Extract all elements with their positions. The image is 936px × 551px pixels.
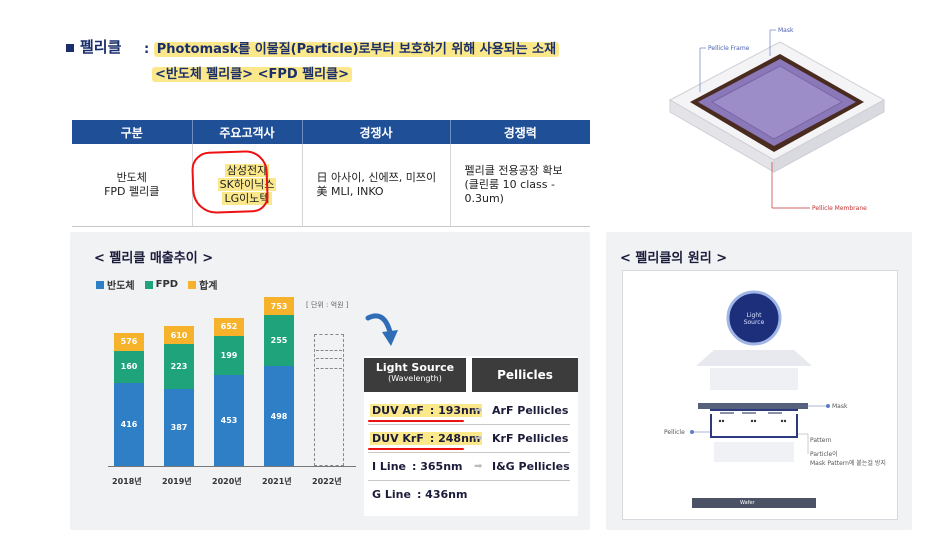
th-customers: 주요고객사 — [192, 120, 303, 144]
principle-mask-label: Mask — [832, 403, 848, 410]
sales-legend: 반도체 FPD 합계 — [96, 277, 217, 292]
customer-sk-hynix: SK하이닉스 — [217, 177, 277, 191]
light-source-subtitle: (Wavelength) — [388, 374, 442, 383]
light-source-name: DUV ArF — [372, 404, 424, 417]
category-fpd: FPD 펠리클 — [104, 184, 160, 198]
page-title: 펠리클 — [80, 38, 122, 56]
legend-total-label: 합계 — [199, 281, 218, 292]
principle-particle-line-1: Particle이 — [810, 451, 838, 458]
strength-cleanroom: (클린룸 10 class - 0.3um) — [464, 177, 555, 205]
light-source-name: G Line — [372, 488, 411, 501]
light-source-separator — [368, 452, 570, 453]
cell-competitors: 日 아사이, 신에쯔, 미쯔이 美 MLI, INKO — [302, 144, 451, 227]
light-source-value: : 193nm — [429, 404, 481, 417]
sales-title: < 펠리클 매출추이 > — [94, 251, 214, 266]
description-line-1: : Photomask를 이물질(Particle)로부터 보호하기 위해 사용… — [144, 38, 560, 57]
unit-label: [ 단위 : 억원 ] — [306, 301, 349, 309]
light-source-separator — [368, 424, 570, 425]
red-circle-annotation — [190, 149, 270, 215]
pellicle-type-2: I&G Pellicles — [492, 460, 570, 473]
light-source-value: : 248nm — [429, 432, 481, 445]
description-line-2: <반도체 펠리클> <FPD 펠리클> — [152, 63, 352, 82]
pellicle-3d-illustration — [668, 29, 886, 209]
legend-fpd-swatch — [144, 280, 153, 289]
cell-customers: 삼성전자 SK하이닉스 LG이노텍 — [192, 144, 303, 227]
legend-semi-swatch — [96, 280, 104, 289]
th-strength: 경쟁력 — [450, 120, 590, 144]
red-underline-annotation — [368, 420, 464, 422]
strength-factory: 펠리클 전용공장 확보 — [464, 163, 563, 177]
customer-samsung: 삼성전자 — [224, 163, 270, 177]
light-source-header: Light Source (Wavelength) — [364, 358, 466, 392]
principle-particle-line-2: Mask Pattern에 붙는걸 방지 — [810, 460, 886, 467]
light-source-name: I Line — [372, 460, 406, 473]
competitor-japan: 日 아사이, 신에쯔, 미쯔이 — [316, 170, 437, 184]
mask-label: Mask — [778, 27, 794, 34]
description-colon: : — [144, 42, 150, 57]
principle-pattern-label: Pattern — [810, 437, 832, 444]
pellicle-membrane-label: Pellicle Membrane — [812, 205, 867, 212]
principle-title: < 펠리클의 원리 > — [620, 251, 728, 266]
category-semi: 반도체 — [116, 170, 147, 184]
right-arrow-icon: ➡ — [474, 405, 483, 416]
description-text-2: <반도체 펠리클> <FPD 펠리클> — [152, 67, 352, 82]
th-category: 구분 — [72, 120, 193, 144]
light-source-row-0: DUV ArF : 193nm — [370, 404, 483, 417]
light-source-separator — [368, 480, 570, 481]
legend-semi-label: 반도체 — [107, 281, 135, 292]
principle-light-source-label: Light Source — [743, 312, 765, 326]
cell-strength: 펠리클 전용공장 확보 (클린룸 10 class - 0.3um) — [450, 144, 590, 227]
th-competitors: 경쟁사 — [302, 120, 451, 144]
pellicle-type-0: ArF Pellicles — [492, 404, 569, 417]
red-underline-annotation — [368, 448, 464, 450]
legend-semi: 반도체 — [96, 277, 135, 292]
competitor-usa: 美 MLI, INKO — [316, 184, 384, 198]
customer-lg-innotek: LG이노텍 — [222, 191, 272, 205]
pellicle-frame-label: Pellicle Frame — [708, 45, 750, 52]
light-source-row-3: G Line : 436nm — [370, 488, 469, 501]
description-text-1: Photomask를 이물질(Particle)로부터 보호하기 위해 사용되는… — [153, 42, 560, 57]
principle-pellicle-label: Pellicle — [664, 429, 685, 436]
curved-arrow-icon — [365, 313, 398, 346]
pellicle-type-1: KrF Pellicles — [492, 432, 569, 445]
principle-wafer-label: Wafer — [740, 500, 755, 506]
principle-light-source-line-2: Source — [743, 319, 765, 326]
customer-table: 구분 주요고객사 경쟁사 경쟁력 반도체 FPD 펠리클 삼성전자 SK하이닉스… — [72, 120, 590, 227]
principle-light-source-line-1: Light — [746, 312, 762, 319]
pellicles-header: Pellicles — [472, 358, 578, 392]
light-source-value: : 365nm — [412, 460, 463, 473]
legend-total-swatch — [188, 280, 197, 289]
light-source-value: : 436nm — [416, 488, 468, 501]
legend-fpd: FPD — [144, 279, 179, 290]
principle-particle-label: Particle이 Mask Pattern에 붙는걸 방지 — [810, 449, 886, 467]
light-source-row-1: DUV KrF : 248nm — [370, 432, 483, 445]
cell-category: 반도체 FPD 펠리클 — [72, 144, 193, 227]
right-arrow-icon: ➡ — [474, 433, 483, 444]
light-source-row-2: I Line : 365nm — [370, 460, 464, 473]
principle-diagram — [690, 290, 830, 508]
light-source-name: DUV KrF — [372, 432, 424, 445]
legend-total: 합계 — [188, 277, 217, 292]
heading-bullet — [66, 44, 74, 52]
legend-fpd-label: FPD — [155, 279, 179, 290]
right-arrow-icon: ➡ — [474, 461, 483, 472]
light-source-title: Light Source — [375, 361, 455, 374]
